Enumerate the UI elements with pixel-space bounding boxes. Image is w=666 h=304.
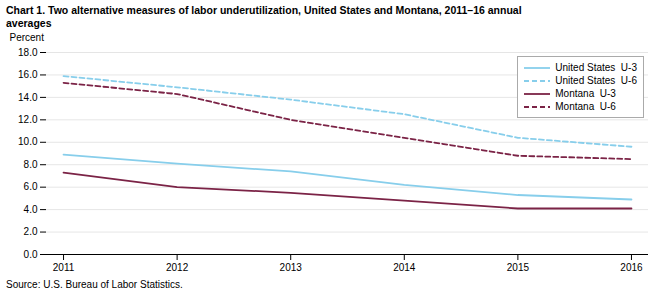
html-text:United States U-6: United States U-6 [555,75,637,86]
html-text:Source: U.S. Bureau of Labor S: Source: U.S. Bureau of Labor Statistics. [6,279,183,290]
svg-text:8.0: 8.0 [24,159,38,170]
svg-text:2015: 2015 [507,262,530,273]
svg-text:14.0: 14.0 [18,92,38,103]
svg-text:2.0: 2.0 [24,226,38,237]
svg-text:Percent: Percent [10,32,45,43]
svg-text:2016: 2016 [620,262,643,273]
html-text:Chart 1. Two alternative measu: Chart 1. Two alternative measures of lab… [6,4,522,29]
svg-text:18.0: 18.0 [18,47,38,58]
svg-text:10.0: 10.0 [18,136,38,147]
html-text:Montana U-6: Montana U-6 [555,101,616,112]
svg-text:4.0: 4.0 [24,204,38,215]
svg-text:0.0: 0.0 [24,249,38,260]
svg-text:6.0: 6.0 [24,181,38,192]
svg-text:2012: 2012 [166,262,189,273]
html-text:United States U-3: United States U-3 [555,62,637,73]
svg-text:2013: 2013 [280,262,303,273]
svg-text:2011: 2011 [53,262,75,273]
svg-text:16.0: 16.0 [18,69,38,80]
svg-text:12.0: 12.0 [18,114,38,125]
html-text:Montana U-3: Montana U-3 [555,88,616,99]
svg-text:2014: 2014 [393,262,416,273]
